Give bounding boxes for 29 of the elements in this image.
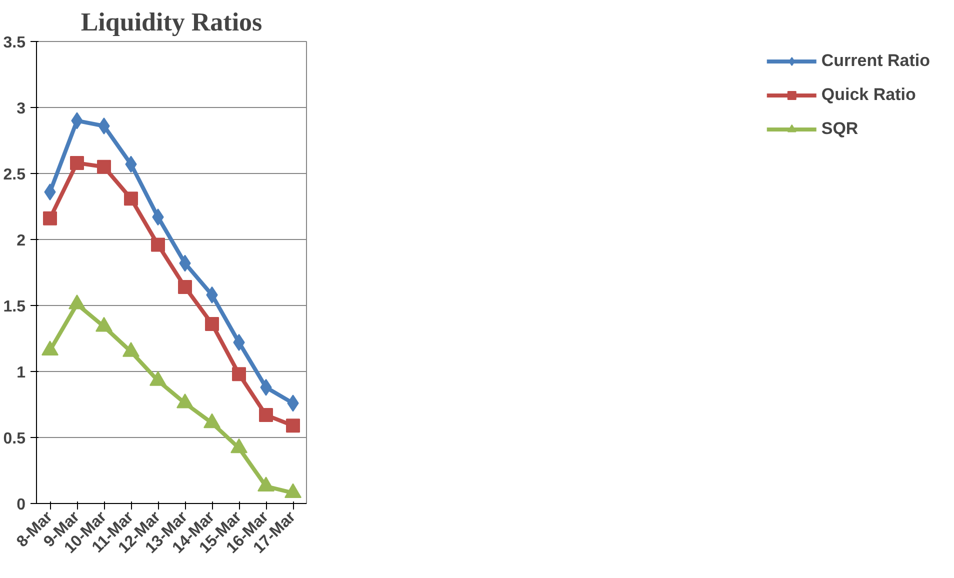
- y-tick-label: 1: [16, 364, 26, 382]
- point: [230, 438, 248, 454]
- point: [205, 316, 219, 331]
- y-tick-label: 3.5: [3, 34, 26, 52]
- y-tick-label: 3: [16, 100, 26, 118]
- legend-label: Quick Ratio: [821, 85, 916, 105]
- point: [43, 211, 57, 226]
- point: [124, 192, 138, 206]
- point: [176, 393, 194, 408]
- legend-label: SQR: [821, 119, 858, 139]
- y-tick-label: 1.5: [3, 298, 26, 316]
- point: [122, 342, 140, 357]
- point: [284, 483, 302, 498]
- point: [97, 160, 111, 174]
- y-tick-label: 0.5: [3, 430, 26, 448]
- point: [178, 280, 192, 294]
- point: [151, 238, 165, 252]
- point: [258, 476, 274, 492]
- point: [70, 156, 84, 170]
- y-tick-label: 2: [16, 232, 26, 250]
- point: [204, 413, 220, 428]
- point: [150, 371, 166, 386]
- y-tick-label: 2.5: [3, 166, 26, 184]
- y-tick-label: 0: [16, 496, 26, 514]
- chart-title: Liquidity Ratios: [80, 8, 262, 36]
- point: [232, 367, 246, 382]
- point: [42, 340, 58, 356]
- point: [96, 316, 112, 332]
- legend-label: Current Ratio: [821, 51, 930, 71]
